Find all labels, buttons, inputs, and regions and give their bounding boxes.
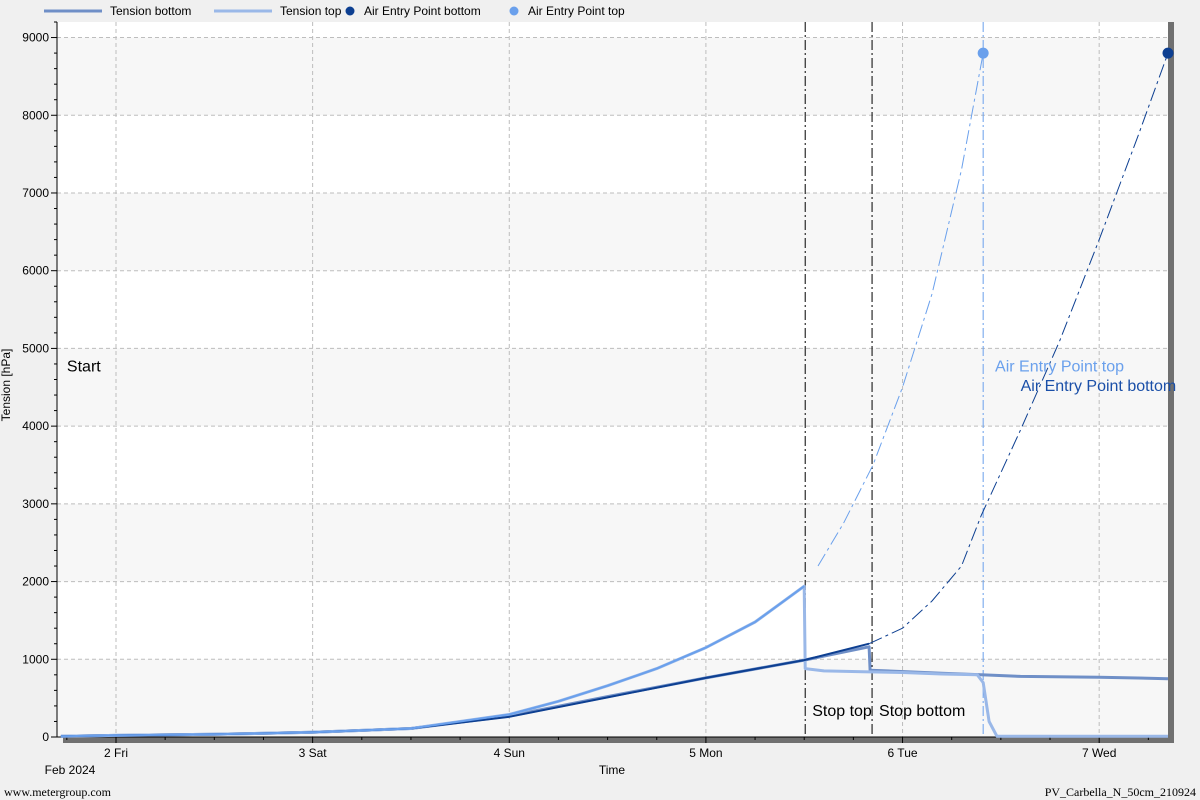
x-tick-label: 4 Sun (494, 746, 525, 760)
x-tick-label: 2 Fri (104, 746, 128, 760)
y-tick-label: 6000 (22, 264, 49, 278)
annotations: Start Air Entry Point top Air Entry Point … (67, 359, 1176, 395)
series-line (60, 585, 805, 738)
y-tick-label: 1000 (22, 652, 49, 666)
x-tick-label: 7 Wed (1082, 746, 1116, 760)
x-tick-label: 3 Sat (299, 746, 328, 760)
y-tick-label: 0 (42, 730, 49, 744)
series-lines (60, 52, 1169, 738)
footer-right: PV_Carbella_N_50cm_210924 (1045, 785, 1196, 799)
plot-band (57, 192, 1168, 271)
y-tick-label: 5000 (22, 341, 49, 355)
plot-shadow-bottom (63, 737, 1174, 743)
legend-label: Air Entry Point bottom (364, 4, 481, 18)
annotation-label: Air Entry Point bottom (1021, 378, 1177, 395)
air-entry-points (977, 47, 1174, 59)
x-tick-label: 5 Mon (689, 746, 722, 760)
y-tick-label: 9000 (22, 31, 49, 45)
x-axis-title: Time (599, 763, 626, 777)
plot-band (57, 37, 1168, 116)
stop-line-label: Stop bottom (879, 703, 965, 720)
plot-band (57, 659, 1168, 737)
y-tick-label: 8000 (22, 108, 49, 122)
footer-left: www.metergroup.com (4, 785, 112, 799)
y-tick-label: 3000 (22, 497, 49, 511)
air-entry-point-marker (1162, 47, 1174, 59)
legend-point-swatch (345, 6, 355, 16)
x-tick-label: 6 Tue (888, 746, 918, 760)
y-tick-label: 7000 (22, 186, 49, 200)
x-origin-label: Feb 2024 (45, 763, 96, 777)
air-entry-point-marker (977, 47, 989, 59)
y-tick-label: 4000 (22, 419, 49, 433)
plot-band (57, 503, 1168, 582)
annotation-label: Air Entry Point top (995, 359, 1124, 376)
x-axis: 2 Fri 3 Sat 4 Sun 5 Mon 6 Tue 7 Wed (57, 736, 1168, 760)
series-line (868, 52, 1169, 645)
plot-background (57, 22, 1174, 743)
legend-point-swatch (509, 6, 519, 16)
stop-line-label: Stop top (812, 703, 872, 720)
y-axis-title: Tension [hPa] (0, 349, 13, 422)
plot-shadow-right (1168, 22, 1174, 743)
annotation-label: Start (67, 359, 101, 376)
y-axis: 0 1000 2000 3000 4000 5000 6000 7000 8000 9000 (22, 21, 58, 744)
y-tick-label: 2000 (22, 575, 49, 589)
legend-label: Tension top (280, 4, 342, 18)
legend-label: Air Entry Point top (528, 4, 625, 18)
legend-label: Tension bottom (110, 4, 191, 18)
legend: Tension bottom Tension top Air Entry Point… (44, 4, 625, 18)
